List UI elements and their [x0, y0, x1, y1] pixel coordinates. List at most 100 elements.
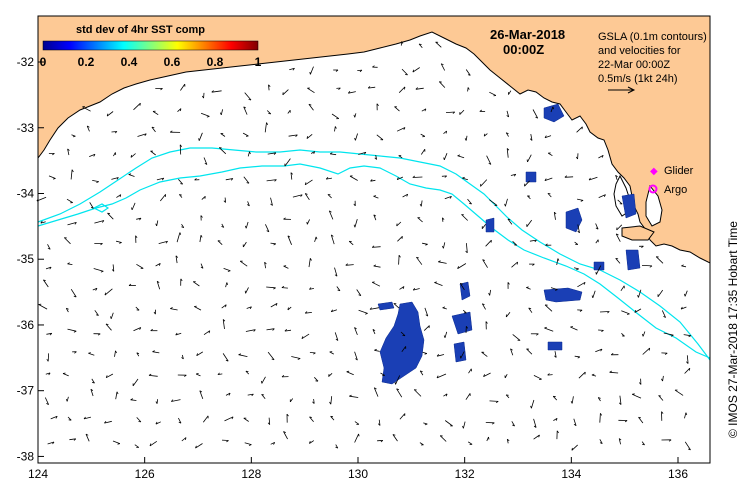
- velocity-arrowhead: [403, 127, 406, 130]
- velocity-arrowhead: [570, 401, 573, 404]
- colorbar-tick-label: 0.6: [164, 55, 181, 69]
- velocity-arrow: [461, 214, 468, 221]
- colorbar-tick-label: 0.4: [121, 55, 138, 69]
- velocity-arrow: [394, 106, 400, 112]
- velocity-arrow: [511, 421, 515, 427]
- velocity-arrowhead: [491, 422, 495, 425]
- velocity-arrowhead: [346, 370, 350, 373]
- velocity-arrowhead: [615, 174, 618, 178]
- velocity-arrow: [465, 393, 471, 400]
- velocity-arrowhead: [86, 125, 90, 128]
- velocity-arrowhead: [482, 303, 485, 306]
- velocity-arrowhead: [309, 416, 312, 418]
- velocity-arrows: [36, 41, 692, 451]
- velocity-arrow: [547, 374, 553, 376]
- velocity-arrow: [663, 332, 674, 336]
- velocity-arrowhead: [274, 179, 277, 182]
- velocity-arrow: [609, 371, 619, 374]
- velocity-arrow: [510, 173, 516, 176]
- velocity-arrow: [459, 109, 465, 115]
- y-tick-label: -35: [17, 252, 35, 266]
- velocity-arrow: [93, 268, 104, 272]
- velocity-arrow: [598, 154, 604, 159]
- velocity-arrowhead: [261, 394, 265, 396]
- velocity-arrowhead: [271, 358, 275, 361]
- velocity-arrow: [595, 223, 599, 230]
- velocity-arrowhead: [273, 243, 276, 246]
- velocity-arrowhead: [442, 217, 445, 220]
- velocity-arrow: [69, 438, 76, 441]
- velocity-arrow: [599, 413, 601, 423]
- velocity-arrowhead: [230, 178, 234, 181]
- velocity-arrow: [245, 287, 249, 294]
- velocity-arrowhead: [583, 282, 586, 285]
- velocity-arrowhead: [95, 314, 99, 316]
- velocity-arrowhead: [533, 425, 537, 428]
- velocity-arrowhead: [412, 69, 415, 73]
- velocity-arrowhead: [398, 254, 401, 258]
- velocity-arrowhead: [580, 200, 584, 202]
- patch-small-4: [453, 341, 467, 363]
- velocity-arrow: [468, 368, 472, 374]
- velocity-arrow: [489, 400, 499, 402]
- velocity-arrow: [507, 218, 513, 225]
- velocity-arrowhead: [148, 373, 152, 376]
- velocity-arrow: [94, 220, 105, 224]
- velocity-arrowhead: [330, 309, 334, 312]
- velocity-arrowhead: [488, 292, 491, 296]
- velocity-arrowhead: [130, 154, 132, 158]
- velocity-arrowhead: [415, 87, 418, 90]
- velocity-arrow: [368, 86, 376, 89]
- velocity-arrow: [247, 151, 250, 157]
- velocity-arrowhead: [436, 354, 440, 357]
- velocity-arrow: [104, 288, 113, 296]
- velocity-arrow: [444, 331, 448, 338]
- velocity-arrowhead: [688, 448, 691, 451]
- velocity-arrowhead: [309, 258, 312, 261]
- velocity-arrow: [641, 265, 653, 267]
- velocity-arrowhead: [223, 200, 226, 203]
- velocity-arrowhead: [648, 348, 651, 351]
- velocity-arrow: [82, 106, 91, 112]
- velocity-arrow: [178, 417, 182, 424]
- velocity-arrowhead: [264, 261, 267, 265]
- velocity-arrow: [199, 390, 204, 400]
- velocity-arrow: [436, 373, 447, 379]
- velocity-arrowhead: [128, 283, 132, 286]
- velocity-arrow: [220, 133, 226, 137]
- velocity-arrow: [373, 214, 377, 221]
- velocity-arrowhead: [290, 172, 293, 175]
- velocity-arrow: [224, 197, 226, 203]
- velocity-arrow: [439, 435, 447, 442]
- velocity-arrow: [512, 241, 517, 246]
- velocity-arrow: [401, 346, 407, 353]
- velocity-arrowhead: [48, 372, 51, 376]
- velocity-arrowhead: [337, 289, 341, 292]
- velocity-arrow: [684, 367, 691, 374]
- velocity-arrowhead: [206, 116, 210, 118]
- velocity-arrowhead: [313, 352, 316, 355]
- x-tick-label: 126: [135, 467, 155, 481]
- velocity-arrow: [638, 289, 642, 298]
- velocity-arrowhead: [479, 109, 483, 112]
- velocity-arrowhead: [247, 204, 250, 207]
- velocity-arrow: [544, 135, 552, 139]
- velocity-arrowhead: [347, 91, 351, 94]
- velocity-arrow: [573, 267, 579, 270]
- velocity-arrow: [225, 392, 231, 396]
- velocity-arrowhead: [217, 372, 220, 375]
- velocity-arrowhead: [534, 239, 537, 243]
- velocity-arrowhead: [312, 401, 315, 404]
- y-tick-label: -36: [17, 318, 35, 332]
- velocity-arrow: [178, 179, 183, 185]
- velocity-arrowhead: [97, 333, 101, 336]
- velocity-arrowhead: [588, 177, 591, 181]
- velocity-arrow: [201, 196, 206, 200]
- velocity-arrow: [374, 349, 380, 352]
- velocity-arrow: [463, 421, 466, 429]
- velocity-arrowhead: [246, 182, 250, 184]
- velocity-arrow: [308, 258, 311, 268]
- velocity-arrowhead: [544, 326, 547, 329]
- velocity-arrow: [192, 281, 200, 287]
- velocity-arrow: [46, 332, 52, 335]
